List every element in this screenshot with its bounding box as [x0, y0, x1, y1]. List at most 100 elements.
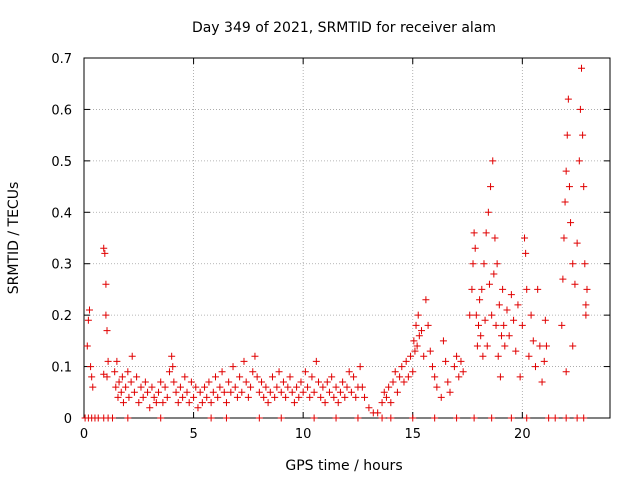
- data-point: [538, 378, 546, 386]
- data-point: [478, 285, 486, 293]
- axis-ticks: 0 5 10 15 20 0 0.1 0.2 0.3 0.4 0.5 0.6 0.7: [51, 52, 610, 442]
- data-point: [507, 414, 515, 422]
- data-point: [240, 357, 248, 365]
- data-point: [128, 352, 136, 360]
- data-point: [488, 311, 496, 319]
- data-point: [496, 373, 504, 381]
- data-point: [102, 311, 110, 319]
- data-point: [523, 285, 531, 293]
- data-point: [130, 388, 138, 396]
- data-point: [510, 316, 518, 324]
- data-point: [194, 404, 202, 412]
- data-point: [576, 105, 584, 113]
- data-point: [433, 383, 441, 391]
- data-point: [473, 342, 481, 350]
- data-point: [565, 183, 573, 191]
- data-point: [181, 373, 189, 381]
- data-point: [312, 357, 320, 365]
- data-point: [563, 131, 571, 139]
- data-point: [560, 234, 568, 242]
- data-point: [512, 347, 520, 355]
- data-point: [83, 342, 91, 350]
- data-point: [115, 378, 123, 386]
- data-point: [446, 388, 454, 396]
- data-point: [455, 373, 463, 381]
- data-point: [225, 378, 233, 386]
- data-point: [111, 368, 119, 376]
- data-point: [573, 239, 581, 247]
- data-point: [569, 342, 577, 350]
- data-point: [380, 388, 388, 396]
- data-point: [112, 383, 120, 391]
- data-point: [487, 183, 495, 191]
- data-point: [514, 301, 522, 309]
- data-point: [133, 373, 141, 381]
- data-point: [567, 219, 575, 227]
- data-point: [470, 229, 478, 237]
- data-point: [229, 363, 237, 371]
- data-point: [501, 342, 509, 350]
- data-point: [321, 399, 329, 407]
- data-point: [365, 404, 373, 412]
- data-point: [453, 352, 461, 360]
- data-point: [542, 342, 550, 350]
- data-point: [135, 399, 143, 407]
- data-point: [354, 414, 362, 422]
- data-point: [163, 393, 171, 401]
- data-point: [118, 373, 126, 381]
- data-point: [489, 157, 497, 165]
- data-point: [249, 368, 257, 376]
- data-point: [521, 234, 529, 242]
- data-point: [310, 414, 318, 422]
- y-tick-label: 0: [64, 412, 72, 427]
- data-point: [124, 368, 132, 376]
- data-point: [442, 357, 450, 365]
- data-point: [428, 363, 436, 371]
- data-point: [378, 414, 386, 422]
- data-point: [561, 198, 569, 206]
- data-point: [233, 393, 241, 401]
- data-point: [317, 393, 325, 401]
- data-point: [85, 306, 93, 314]
- data-point: [444, 378, 452, 386]
- data-point: [484, 208, 492, 216]
- data-point: [562, 414, 570, 422]
- data-point: [582, 301, 590, 309]
- data-point: [450, 363, 458, 371]
- data-point: [125, 393, 133, 401]
- data-point: [174, 399, 182, 407]
- data-point: [332, 383, 340, 391]
- data-point: [209, 388, 217, 396]
- data-point: [84, 316, 92, 324]
- data-point: [534, 285, 542, 293]
- data-point: [580, 414, 588, 422]
- data-point: [411, 347, 419, 355]
- data-point: [242, 378, 250, 386]
- data-point: [571, 280, 579, 288]
- data-point: [212, 373, 219, 381]
- data-point: [253, 373, 261, 381]
- data-point: [103, 327, 111, 335]
- data-point: [152, 399, 160, 407]
- data-point: [350, 373, 358, 381]
- data-point: [299, 388, 307, 396]
- data-point: [413, 342, 421, 350]
- data-point: [323, 378, 331, 386]
- data-point: [114, 393, 122, 401]
- data-point: [505, 332, 513, 340]
- data-point: [536, 342, 544, 350]
- data-point: [347, 388, 355, 396]
- data-point: [527, 311, 535, 319]
- data-point: [479, 352, 487, 360]
- y-tick-label: 0.7: [51, 52, 72, 67]
- data-point: [580, 183, 588, 191]
- data-point: [491, 234, 499, 242]
- data-point: [315, 378, 323, 386]
- data-point: [490, 270, 498, 278]
- data-point: [396, 373, 404, 381]
- data-point: [393, 388, 401, 396]
- data-point: [122, 383, 130, 391]
- data-point: [255, 414, 263, 422]
- data-point: [525, 352, 533, 360]
- data-point: [104, 357, 112, 365]
